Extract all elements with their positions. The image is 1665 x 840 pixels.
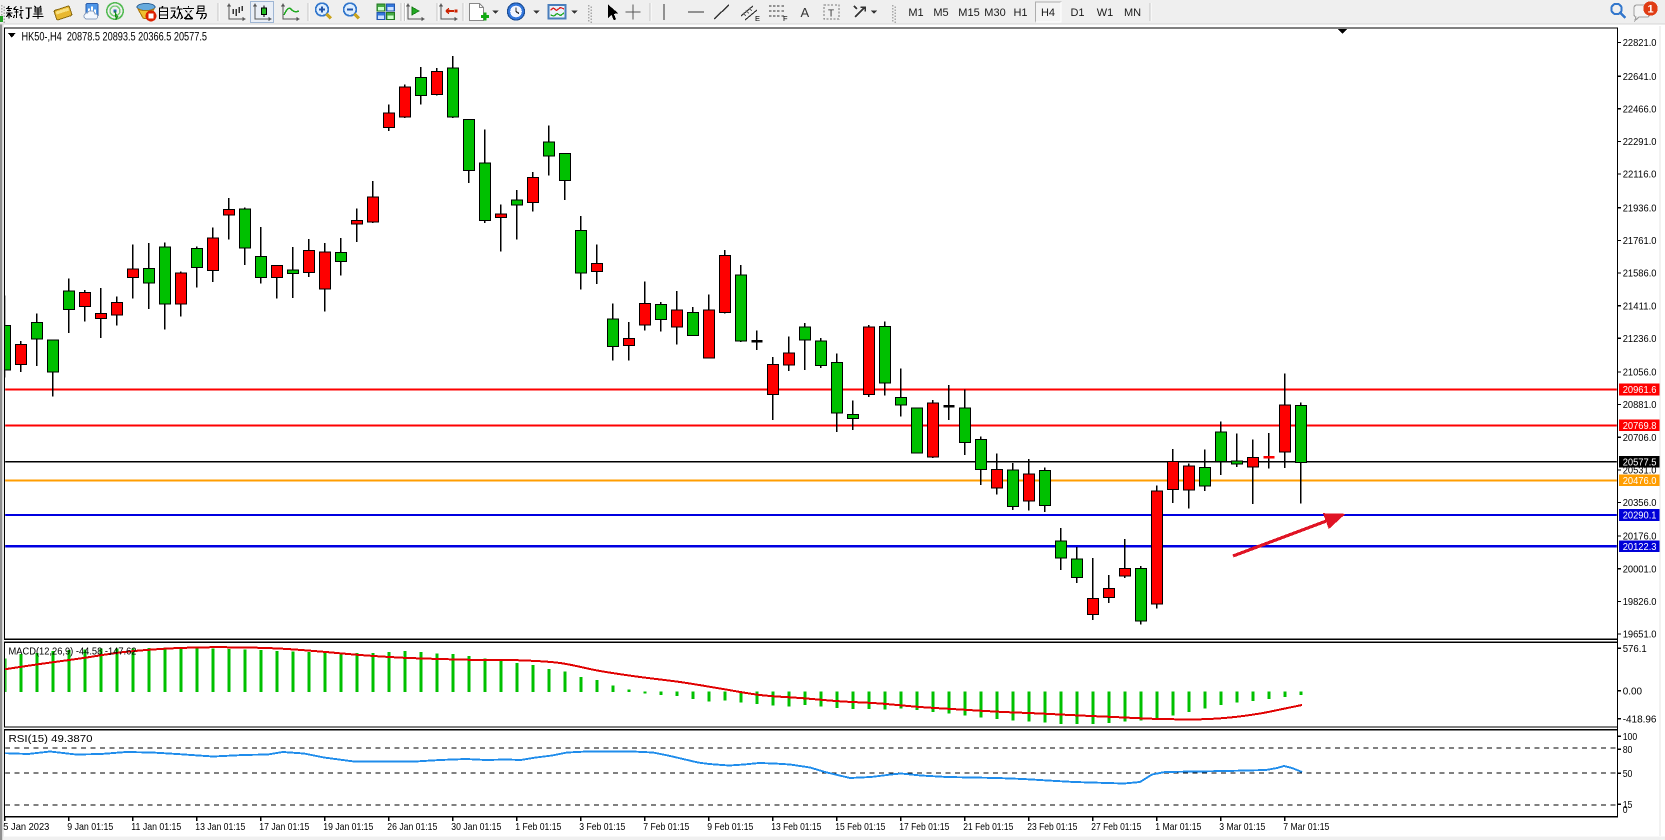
- svg-text:H4: H4: [1041, 7, 1055, 19]
- svg-text:20122.3: 20122.3: [1623, 542, 1657, 553]
- svg-text:19 Jan 01:15: 19 Jan 01:15: [323, 822, 373, 833]
- svg-text:30 Jan 01:15: 30 Jan 01:15: [451, 822, 501, 833]
- svg-text:F: F: [783, 14, 788, 23]
- svg-text:21411.0: 21411.0: [1623, 301, 1657, 312]
- svg-text:19651.0: 19651.0: [1623, 630, 1657, 641]
- svg-text:20961.6: 20961.6: [1623, 385, 1657, 396]
- svg-text:26 Jan 01:15: 26 Jan 01:15: [387, 822, 437, 833]
- svg-text:20577.5: 20577.5: [1623, 458, 1657, 469]
- svg-text:0.00: 0.00: [1623, 686, 1643, 697]
- svg-text:M5: M5: [933, 7, 948, 19]
- svg-text:21936.0: 21936.0: [1623, 203, 1657, 214]
- svg-text:21761.0: 21761.0: [1623, 236, 1657, 247]
- svg-text:E: E: [755, 14, 760, 23]
- svg-text:22116.0: 22116.0: [1623, 170, 1657, 181]
- svg-text:21586.0: 21586.0: [1623, 269, 1657, 280]
- svg-text:11 Jan 01:15: 11 Jan 01:15: [131, 822, 181, 833]
- svg-text:20001.0: 20001.0: [1623, 564, 1657, 575]
- svg-text:576.1: 576.1: [1623, 644, 1647, 655]
- svg-text:22821.0: 22821.0: [1623, 38, 1657, 49]
- svg-text:7 Mar 01:15: 7 Mar 01:15: [1283, 822, 1329, 833]
- svg-text:50: 50: [1623, 769, 1633, 780]
- svg-text:A: A: [801, 5, 810, 20]
- svg-text:20356.0: 20356.0: [1623, 498, 1657, 509]
- svg-text:22466.0: 22466.0: [1623, 104, 1657, 115]
- svg-text:21 Feb 01:15: 21 Feb 01:15: [963, 822, 1013, 833]
- svg-text:13 Jan 01:15: 13 Jan 01:15: [195, 822, 245, 833]
- svg-text:21056.0: 21056.0: [1623, 368, 1657, 379]
- svg-text:T: T: [828, 9, 834, 20]
- svg-text:7 Feb 01:15: 7 Feb 01:15: [643, 822, 689, 833]
- svg-text:20881.0: 20881.0: [1623, 400, 1657, 411]
- svg-text:20769.8: 20769.8: [1623, 421, 1657, 432]
- svg-text:RSI(15) 49.3870: RSI(15) 49.3870: [9, 733, 93, 745]
- svg-text:17 Feb 01:15: 17 Feb 01:15: [899, 822, 949, 833]
- svg-text:1 Feb 01:15: 1 Feb 01:15: [515, 822, 561, 833]
- svg-text:MACD(12,26,9) -44.58 -147.62: MACD(12,26,9) -44.58 -147.62: [9, 646, 137, 658]
- svg-text:3 Mar 01:15: 3 Mar 01:15: [1219, 822, 1265, 833]
- svg-text:D1: D1: [1070, 7, 1084, 19]
- svg-text:1: 1: [1647, 4, 1653, 16]
- svg-text:27 Feb 01:15: 27 Feb 01:15: [1091, 822, 1141, 833]
- svg-text:17 Jan 01:15: 17 Jan 01:15: [259, 822, 309, 833]
- svg-text:21236.0: 21236.0: [1623, 334, 1657, 345]
- svg-text:19826.0: 19826.0: [1623, 597, 1657, 608]
- svg-text:20531.0: 20531.0: [1623, 466, 1657, 477]
- svg-text:M1: M1: [908, 7, 923, 19]
- svg-text:M30: M30: [984, 7, 1005, 19]
- svg-text:80: 80: [1623, 745, 1633, 756]
- svg-text:20176.0: 20176.0: [1623, 532, 1657, 543]
- svg-text:20476.0: 20476.0: [1623, 476, 1657, 487]
- svg-text:23 Feb 01:15: 23 Feb 01:15: [1027, 822, 1077, 833]
- svg-text:H1: H1: [1013, 7, 1027, 19]
- svg-text:20706.0: 20706.0: [1623, 433, 1657, 444]
- svg-text:100: 100: [1623, 732, 1638, 743]
- svg-text:15: 15: [1623, 800, 1633, 811]
- svg-text:MN: MN: [1124, 7, 1141, 19]
- svg-text:W1: W1: [1097, 7, 1114, 19]
- svg-text:M15: M15: [958, 7, 979, 19]
- svg-text:15 Feb 01:15: 15 Feb 01:15: [835, 822, 885, 833]
- svg-text:0: 0: [1623, 805, 1628, 816]
- svg-text:3 Feb 01:15: 3 Feb 01:15: [579, 822, 625, 833]
- svg-text:HK50-,H4 20878.5 20893.5 2036: HK50-,H4 20878.5 20893.5 20366.5 20577.5: [22, 30, 208, 44]
- svg-text:13 Feb 01:15: 13 Feb 01:15: [771, 822, 821, 833]
- svg-text:1 Mar 01:15: 1 Mar 01:15: [1155, 822, 1201, 833]
- svg-text:5 Jan 2023: 5 Jan 2023: [3, 822, 49, 833]
- svg-text:-418.96: -418.96: [1623, 714, 1657, 725]
- svg-text:9 Feb 01:15: 9 Feb 01:15: [707, 822, 753, 833]
- svg-text:22291.0: 22291.0: [1623, 137, 1657, 148]
- svg-text:20290.1: 20290.1: [1623, 511, 1657, 522]
- svg-text:9 Jan 01:15: 9 Jan 01:15: [67, 822, 113, 833]
- svg-text:22641.0: 22641.0: [1623, 72, 1657, 83]
